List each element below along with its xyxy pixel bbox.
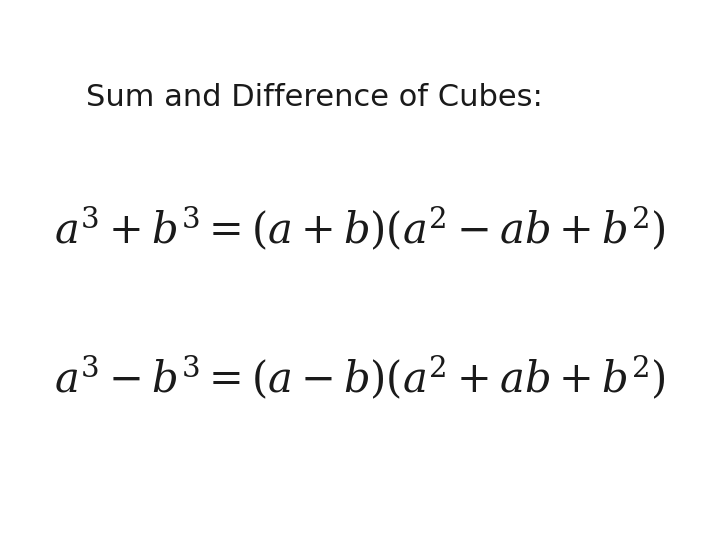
Text: $a^3 + b^3 = (a + b)(a^2 - ab + b^2)$: $a^3 + b^3 = (a + b)(a^2 - ab + b^2)$	[54, 205, 666, 254]
Text: $a^3 - b^3 = (a - b)(a^2 + ab + b^2)$: $a^3 - b^3 = (a - b)(a^2 + ab + b^2)$	[54, 354, 666, 402]
Text: Sum and Difference of Cubes:: Sum and Difference of Cubes:	[86, 83, 543, 112]
